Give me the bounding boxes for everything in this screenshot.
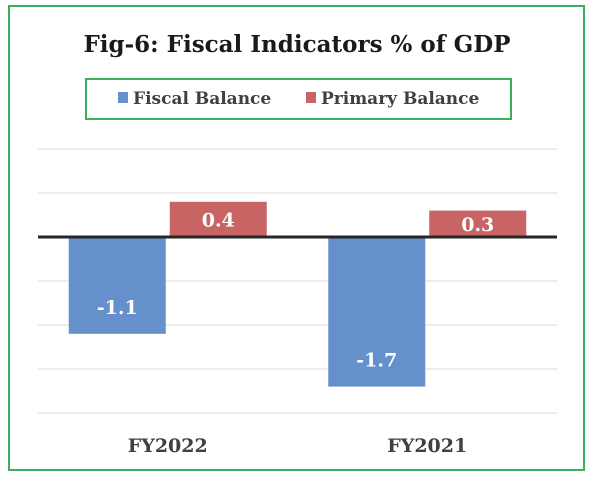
x-tick-label-fy2021: FY2021 (387, 435, 467, 457)
legend-label-2: Primary Balance (321, 89, 480, 109)
bar-primary-balance-fy2021 (429, 210, 527, 237)
bar-fiscal-balance-fy2022 (68, 237, 166, 334)
legend-swatch-1 (118, 92, 128, 103)
chart-title: Fig-6: Fiscal Indicators % of GDP (83, 31, 510, 58)
x-axis-ticks: FY2022 FY2021 (128, 435, 467, 457)
gridlines (38, 148, 557, 414)
bar-fiscal-balance-fy2021 (328, 237, 426, 387)
x-tick-label-fy2022: FY2022 (128, 435, 208, 457)
bars (68, 201, 527, 387)
legend: Fiscal Balance Primary Balance (85, 78, 512, 120)
data-label-fiscal-balance-fy2022: -1.1 (97, 297, 138, 319)
data-label-fiscal-balance-fy2021: -1.7 (356, 350, 397, 372)
data-label-primary-balance-fy2022: 0.4 (202, 209, 235, 231)
data-labels: -1.1 0.4 -1.7 0.3 (97, 209, 495, 371)
bar-primary-balance-fy2022 (169, 201, 267, 237)
legend-box (85, 78, 512, 120)
legend-label-1: Fiscal Balance (133, 89, 271, 109)
data-label-primary-balance-fy2021: 0.3 (461, 214, 494, 236)
legend-swatch-2 (306, 92, 316, 103)
